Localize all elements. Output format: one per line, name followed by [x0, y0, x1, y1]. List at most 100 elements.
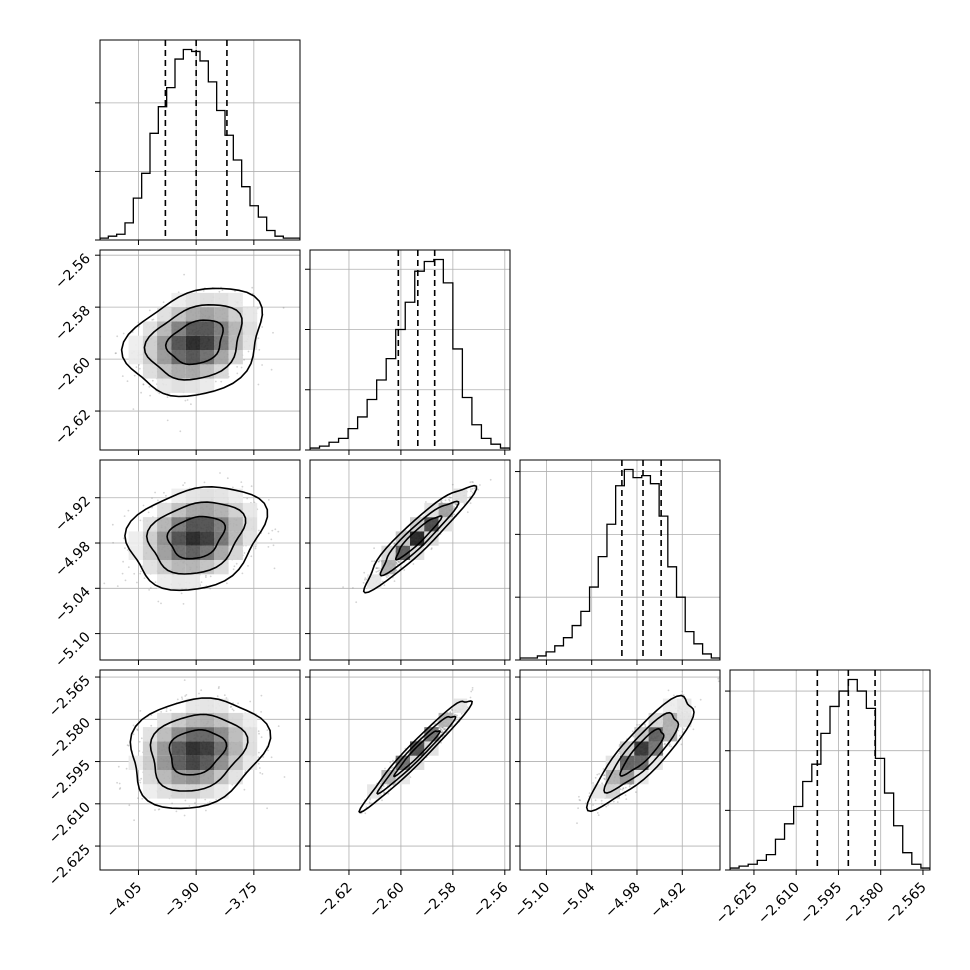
density-cell — [200, 784, 215, 799]
sample-point — [149, 587, 152, 589]
sample-point — [378, 569, 381, 572]
sample-point — [260, 694, 263, 697]
sample-point — [422, 515, 425, 518]
density-contour — [149, 713, 249, 792]
sample-point — [451, 483, 454, 486]
sample-point — [132, 408, 135, 410]
sample-point — [205, 576, 207, 578]
sample-point — [364, 578, 366, 581]
sample-point — [441, 729, 444, 732]
sample-point — [314, 754, 316, 756]
density-contour — [164, 319, 224, 366]
sample-point — [267, 499, 270, 501]
sample-point — [220, 380, 223, 383]
sample-point — [148, 309, 151, 312]
density-cell — [142, 335, 158, 350]
sample-point — [382, 785, 385, 788]
sample-point — [376, 567, 378, 569]
sample-point — [469, 495, 472, 498]
sample-point — [177, 291, 180, 294]
density-cell — [171, 350, 186, 365]
sample-point — [223, 694, 226, 697]
sample-point — [369, 798, 371, 801]
density-cell — [171, 545, 186, 560]
sample-point — [218, 686, 220, 688]
sample-point — [165, 710, 168, 712]
density-cell — [200, 741, 215, 756]
scatter-panel-2-0 — [99, 459, 301, 661]
sample-point — [441, 731, 443, 734]
density-cell — [367, 574, 382, 589]
sample-point — [668, 744, 671, 747]
density-cell — [157, 307, 172, 322]
sample-point — [233, 565, 236, 568]
sample-point — [378, 559, 381, 561]
sample-point — [186, 399, 189, 401]
sample-point — [381, 580, 384, 583]
density-cell — [142, 784, 158, 799]
sample-point — [235, 562, 238, 565]
sample-point — [477, 488, 480, 491]
sample-point — [209, 575, 212, 578]
sample-point — [243, 552, 246, 554]
sample-point — [598, 773, 600, 775]
sample-point — [226, 477, 229, 480]
density-contour — [394, 515, 443, 561]
density-cell — [157, 350, 172, 365]
sample-point — [425, 501, 427, 503]
sample-point — [154, 581, 157, 583]
density-cell — [171, 755, 186, 770]
density-cell — [185, 545, 200, 560]
sample-point — [585, 802, 587, 805]
sample-point — [266, 729, 269, 732]
sample-point — [112, 541, 114, 544]
sample-point — [439, 727, 442, 729]
panel-frame — [309, 459, 511, 661]
density-cell — [200, 545, 215, 560]
density-cell — [242, 502, 258, 518]
sample-point — [142, 504, 145, 507]
sample-point — [257, 762, 260, 765]
density-cell — [228, 292, 243, 308]
sample-point — [140, 391, 143, 394]
sample-point — [184, 695, 187, 697]
density-cell — [200, 712, 215, 728]
plot-area — [100, 273, 285, 433]
density-cell — [171, 531, 186, 546]
sample-point — [448, 498, 450, 501]
sample-point — [163, 491, 165, 494]
sample-point — [181, 698, 184, 700]
sample-point — [257, 383, 260, 386]
sample-point — [440, 741, 442, 744]
sample-point — [182, 484, 185, 487]
sample-point — [453, 513, 456, 516]
sample-point — [412, 563, 415, 565]
sample-point — [393, 542, 396, 545]
sample-point — [149, 394, 152, 397]
sample-point — [138, 750, 141, 752]
sample-point — [455, 503, 457, 506]
sample-point — [261, 326, 264, 328]
sample-point — [160, 602, 162, 605]
density-cell — [242, 307, 258, 322]
sample-point — [205, 574, 207, 577]
sample-point — [440, 499, 443, 502]
sample-point — [157, 499, 159, 502]
sample-point — [455, 503, 457, 506]
sample-point — [214, 380, 217, 383]
sample-point — [385, 574, 387, 577]
sample-point — [240, 366, 243, 369]
sample-point — [469, 696, 472, 699]
sample-point — [455, 716, 458, 719]
sample-point — [392, 783, 395, 786]
density-contour — [392, 730, 441, 778]
density-cell — [157, 755, 172, 770]
sample-point — [225, 697, 228, 699]
sample-point — [681, 690, 684, 693]
sample-point — [471, 492, 474, 494]
sample-point — [430, 548, 433, 551]
sample-point — [194, 802, 196, 805]
density-cell — [214, 712, 229, 728]
sample-point — [236, 366, 239, 368]
sample-point — [439, 728, 442, 731]
